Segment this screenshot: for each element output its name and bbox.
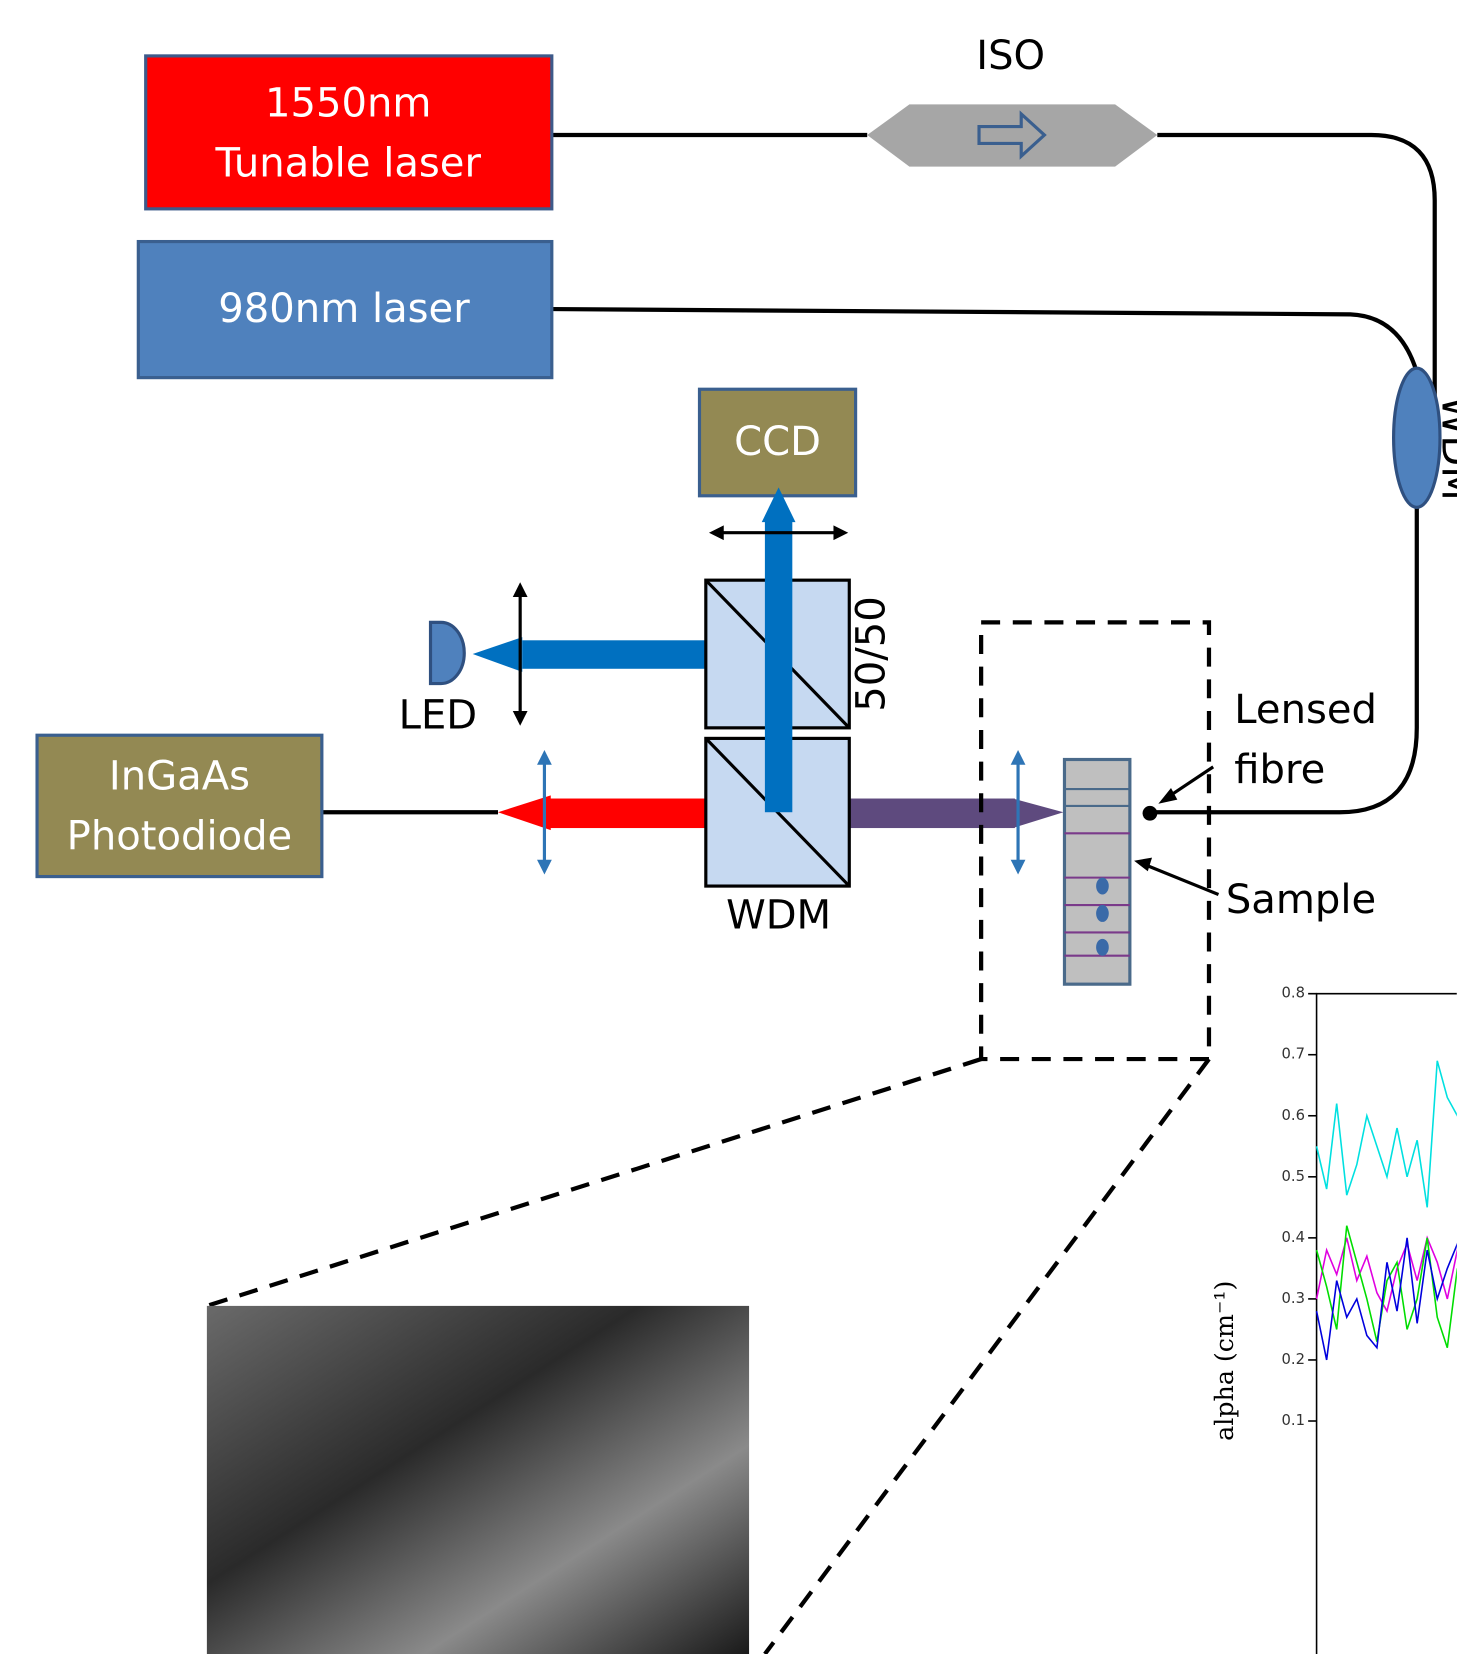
y-tick-label: 0.1 [1282,1412,1305,1429]
red-beam-head [498,795,551,831]
label: Tunable laser [215,141,482,187]
y-tick-label: 0.6 [1282,1107,1305,1124]
y-axis-label: alpha (cm⁻¹) [1210,1281,1239,1441]
label: Lensed [1234,687,1377,733]
label: 1550nm [265,80,431,126]
label: CCD [734,419,821,465]
purple-beam-head [1012,798,1064,829]
led [428,620,466,686]
y-tick-label: 0.5 [1282,1168,1305,1185]
waveguides [1064,787,1130,957]
resonators [1096,877,1109,956]
series-line [1315,1235,1457,1314]
series-line [1315,1237,1457,1361]
label: ISO [976,33,1045,79]
y-tick-label: 0.8 [1282,985,1305,1002]
wdm-coupler [1391,366,1442,509]
label: WDM [1433,396,1457,501]
label: 50/50 [849,596,895,712]
isolator [867,104,1158,167]
laser-1550 [144,54,554,211]
label: InGaAs [109,753,250,799]
y-tick-label: 0.7 [1282,1046,1305,1063]
y-tick-label: 0.2 [1282,1351,1305,1368]
pointer [1168,765,1215,798]
label: 980nm laser [218,286,470,332]
zoom-box [979,620,1212,1062]
y-tick-label: 0.4 [1282,1229,1305,1246]
series-line [1315,1225,1457,1349]
ccd-beam-head [761,487,796,523]
series-line [1315,1060,1457,1208]
label: WDM [726,893,831,939]
laser-980 [136,239,554,380]
label: LED [399,692,478,738]
fibres [321,132,1437,815]
fibre-tip [1142,805,1158,821]
lenses [512,525,1026,875]
iso-arrow [977,110,1047,160]
label: Photodiode [67,814,293,860]
label: Sample [1226,877,1376,923]
y-tick-label: 0.3 [1282,1290,1305,1307]
pointer [1145,863,1220,896]
pointer-head [1134,857,1153,872]
pointer-head [1158,787,1178,804]
photodiode [35,733,324,879]
label: fibre [1234,747,1325,793]
zoom-lines [206,1057,1211,1654]
ccd-beam [764,516,793,813]
photo [206,1305,750,1654]
led-beam-head [472,637,523,672]
chart: 0.1 0.2 0.3 0.4 0.5 0.6 0.7 0.8 alpha (cm⁻¹) [1210,985,1457,1654]
